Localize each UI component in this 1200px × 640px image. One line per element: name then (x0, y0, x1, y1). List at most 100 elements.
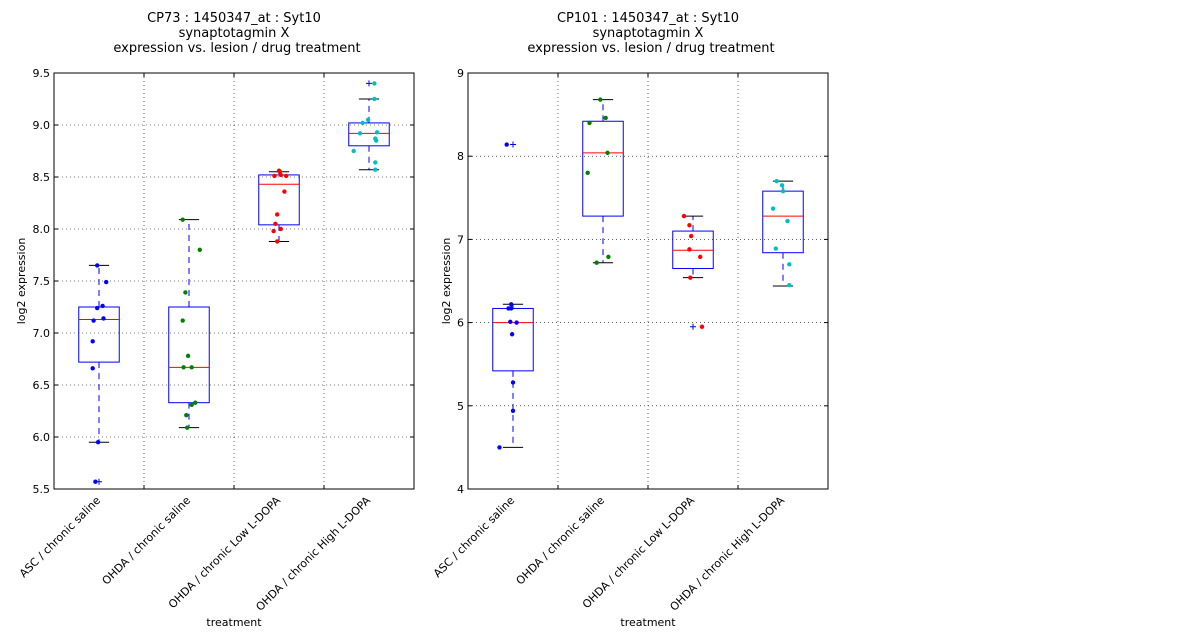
y-tick-label: 8.0 (33, 223, 51, 236)
y-tick-label: 5 (457, 400, 464, 413)
data-point (688, 275, 693, 280)
x-axis-label: treatment (206, 616, 262, 629)
data-point (594, 260, 599, 265)
grid (468, 73, 828, 489)
data-point (275, 212, 280, 217)
x-tick-label: ASC / chronic saline (17, 494, 103, 580)
data-point (193, 400, 198, 405)
x-tick-label: OHDA / chronic saline (100, 494, 194, 588)
y-axis-label: log2 expression (440, 238, 453, 325)
data-point (779, 183, 785, 188)
outlier-marker (366, 80, 372, 87)
data-point (104, 279, 109, 285)
data-point (510, 408, 516, 413)
data-point (780, 188, 786, 194)
data-point (374, 130, 380, 135)
data-point (374, 138, 379, 143)
y-tick-label: 6.5 (33, 379, 51, 392)
data-point (278, 172, 283, 178)
y-ticks: 4 5 6 7 8 9 (457, 67, 828, 496)
chart-title-line-3: expression vs. lesion / drug treatment (113, 41, 360, 56)
data-point (606, 254, 611, 260)
data-point (681, 213, 687, 219)
chart-cp101: CP101 : 1450347_at : Syt10 synaptotagmin… (431, 11, 829, 629)
data-point (95, 263, 100, 268)
box-0 (492, 141, 534, 450)
data-point (284, 173, 289, 179)
data-point (373, 167, 378, 172)
data-point (282, 189, 287, 194)
data-point (357, 131, 363, 136)
x-tick-label: ASC / chronic saline (431, 494, 517, 580)
data-point (90, 366, 95, 371)
x-tick-label: OHDA / chronic saline (514, 494, 608, 588)
data-point (605, 150, 610, 156)
data-point (271, 228, 276, 234)
data-point (189, 365, 194, 370)
box-3 (348, 80, 390, 172)
box-3 (762, 178, 804, 288)
data-point (497, 445, 502, 450)
y-tick-label: 9.0 (33, 119, 51, 132)
iqr-box (762, 190, 804, 254)
y-tick-label: 5.5 (33, 483, 51, 496)
data-point (185, 425, 190, 430)
data-point (372, 96, 377, 102)
data-point (360, 120, 365, 126)
data-point (180, 318, 185, 323)
chart-title-line-1: CP101 : 1450347_at : Syt10 (557, 11, 739, 26)
data-point (185, 353, 191, 359)
boxes (78, 80, 390, 485)
data-point (189, 402, 194, 407)
y-tick-label: 7.0 (33, 327, 51, 340)
y-tick-label: 9 (457, 67, 464, 80)
y-tick-label: 4 (457, 483, 464, 496)
iqr-box (492, 307, 534, 372)
y-tick-label: 9.5 (33, 67, 51, 80)
data-point (785, 218, 790, 224)
data-point (180, 217, 185, 222)
y-tick-label: 7 (457, 233, 464, 246)
data-point (181, 365, 186, 370)
box-2 (258, 168, 300, 244)
y-ticks: 5.5 6.0 6.5 7.0 7.5 8.0 8.5 9.0 9.5 (33, 67, 414, 496)
iqr-box (582, 120, 624, 217)
data-point (183, 290, 188, 295)
x-axis-label: treatment (620, 616, 676, 629)
y-tick-label: 7.5 (33, 275, 51, 288)
data-point (90, 339, 95, 344)
data-point (373, 160, 378, 165)
data-point (95, 440, 101, 445)
chart-title-line-3: expression vs. lesion / drug treatment (527, 41, 774, 56)
data-point (272, 173, 277, 179)
iqr-box (348, 122, 390, 147)
box-1 (168, 217, 210, 430)
data-point (273, 221, 278, 226)
data-point (509, 302, 514, 307)
y-tick-label: 8.5 (33, 171, 51, 184)
data-point (508, 319, 513, 324)
data-point (774, 178, 779, 184)
boxes (492, 97, 804, 450)
data-point (787, 282, 792, 288)
data-point (197, 247, 202, 252)
iqr-box (78, 306, 120, 363)
data-point (787, 262, 792, 267)
data-point (372, 81, 377, 86)
data-point (689, 233, 694, 239)
y-tick-label: 8 (457, 150, 464, 163)
data-point (100, 303, 105, 309)
data-point (504, 142, 509, 147)
box-0 (78, 263, 120, 485)
data-point (587, 120, 592, 126)
chart-title-line-2: synaptotagmin X (593, 26, 704, 41)
data-point (598, 97, 603, 102)
data-point (509, 306, 514, 311)
data-point (698, 254, 703, 260)
data-point (687, 247, 692, 252)
data-point (278, 226, 283, 232)
chart-title-line-1: CP73 : 1450347_at : Syt10 (147, 11, 321, 26)
grid (54, 73, 414, 489)
